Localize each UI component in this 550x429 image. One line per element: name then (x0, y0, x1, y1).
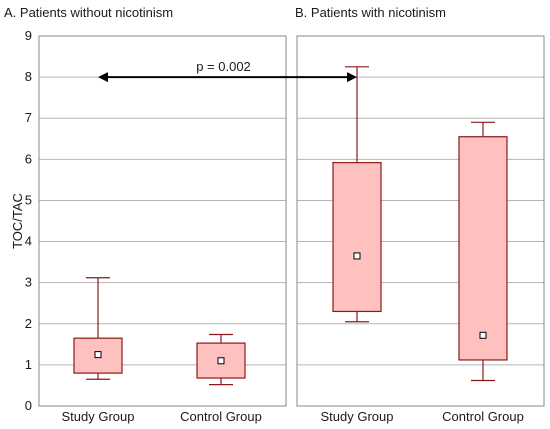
significance-annotation: p = 0.002 (98, 59, 357, 83)
panel-b-title: B. Patients with nicotinism (295, 5, 446, 20)
y-tick-label: 1 (25, 357, 32, 372)
y-tick-label: 5 (25, 192, 32, 207)
x-tick-label: Control Group (442, 409, 524, 424)
panel-frame (296, 35, 545, 407)
median-marker (217, 357, 225, 365)
median-marker (94, 351, 102, 359)
x-tick-label: Study Group (62, 409, 135, 424)
y-tick-label: 2 (25, 316, 32, 331)
y-axis-label: TOC/TAC (10, 193, 25, 249)
arrow-head-left (98, 72, 108, 83)
median-marker (479, 331, 487, 339)
panel-frame (38, 35, 287, 407)
x-tick-label: Control Group (180, 409, 262, 424)
median-marker (353, 252, 361, 260)
y-tick-label: 8 (25, 69, 32, 84)
box (332, 162, 382, 313)
p-value-label: p = 0.002 (196, 59, 251, 74)
y-tick-label: 0 (25, 398, 32, 413)
x-tick-labels: Study Group Control Group Study Group Contr… (62, 409, 524, 424)
box (458, 136, 508, 361)
y-tick-label: 9 (25, 28, 32, 43)
y-tick-label: 3 (25, 275, 32, 290)
y-tick-labels: 0 1 2 3 4 5 6 7 8 9 (25, 28, 32, 413)
panel-frames (38, 35, 545, 407)
y-tick-label: 7 (25, 110, 32, 125)
x-tick-label: Study Group (321, 409, 394, 424)
panel-a-title: A. Patients without nicotinism (4, 5, 173, 20)
boxplots (73, 66, 508, 386)
arrow-head-right (347, 72, 357, 83)
y-tick-label: 6 (25, 151, 32, 166)
y-tick-label: 4 (25, 234, 32, 249)
